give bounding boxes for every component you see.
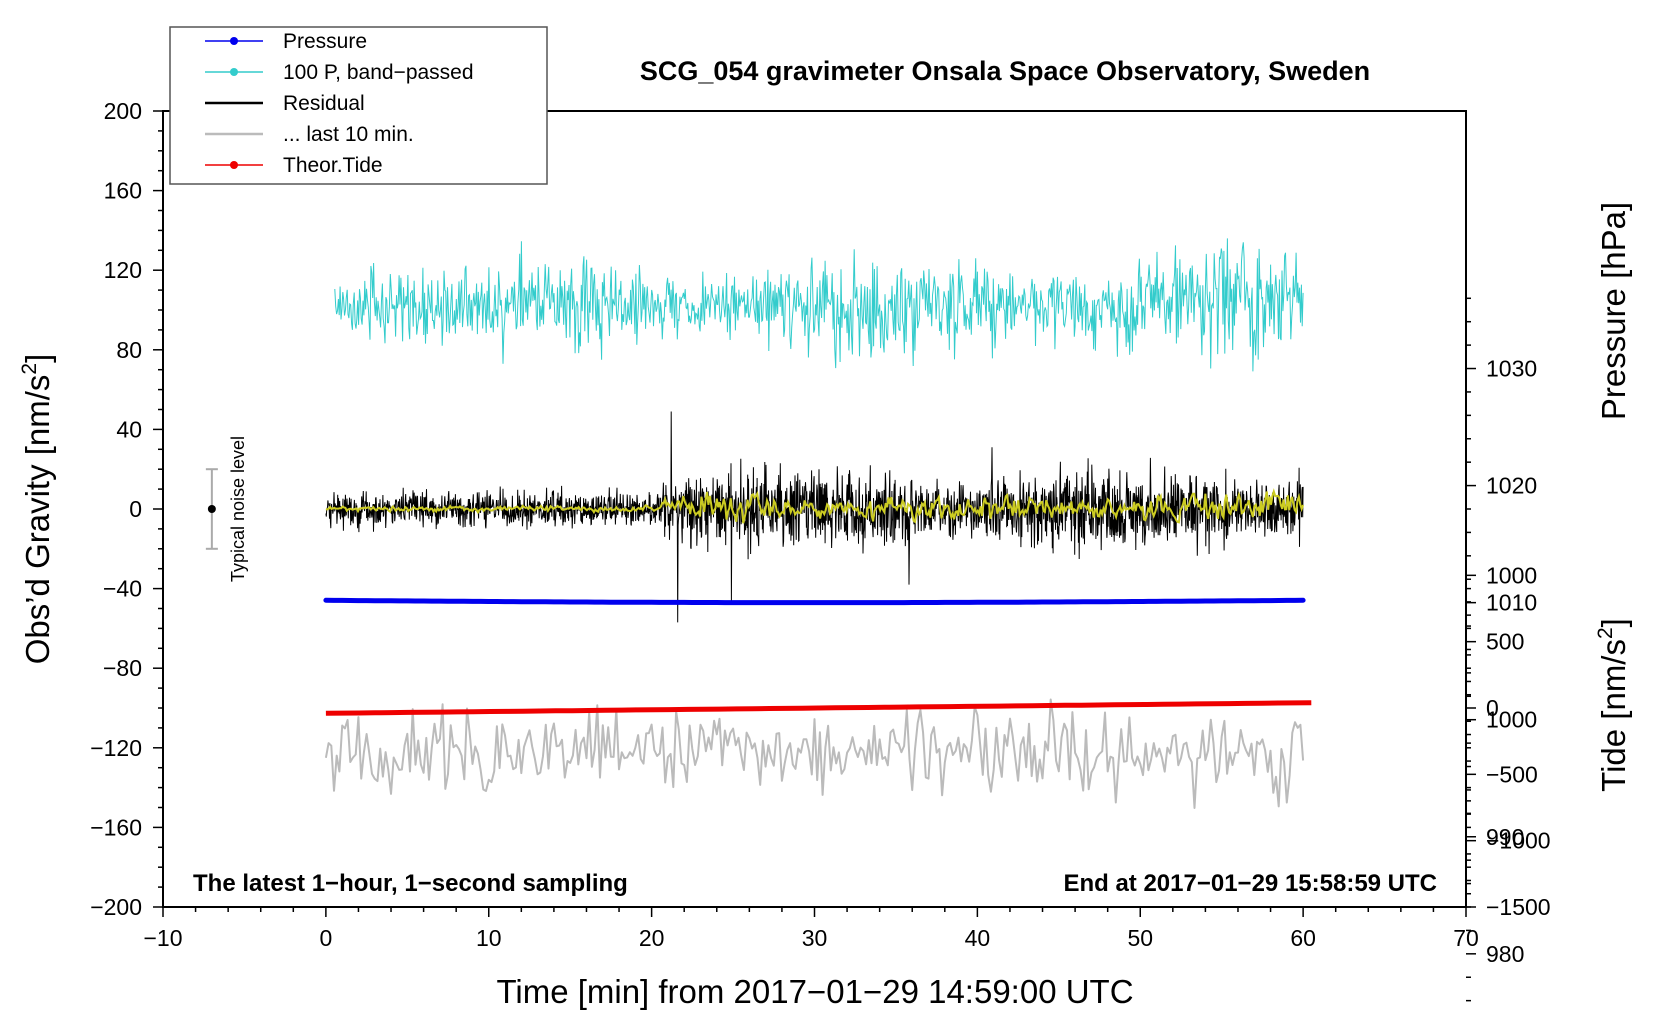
series-theoretical-tide — [325, 700, 1312, 716]
pressure-tick-label: 1030 — [1486, 356, 1537, 382]
y-tick-label: −40 — [103, 576, 142, 602]
x-tick-label: 30 — [802, 925, 828, 951]
y-axis-label-text: Obs’d Gravity [nm/s — [19, 375, 56, 665]
tide-tick-label: 500 — [1486, 629, 1524, 655]
sampling-note: The latest 1−hour, 1−second sampling — [193, 870, 628, 897]
tide-tick-label: 1000 — [1486, 562, 1537, 588]
noise-level-label: Typical noise level — [228, 436, 248, 582]
pressure-tick-label: 1000 — [1486, 707, 1537, 733]
pressure-tick-label: 980 — [1486, 941, 1524, 967]
x-tick-label: 40 — [965, 925, 991, 951]
tide-axis-label-sup: 2 — [1594, 627, 1617, 639]
pressure-tick-label: 1010 — [1486, 590, 1537, 616]
y-tick-label: −160 — [90, 814, 142, 840]
y-axis-label-sup: 2 — [18, 363, 41, 375]
x-tick-label: 60 — [1290, 925, 1316, 951]
tide-tick-label: −1500 — [1486, 894, 1551, 920]
y-axis-label-gravity: Obs’d Gravity [nm/s2] — [18, 354, 56, 665]
x-tick-label: 0 — [319, 925, 332, 951]
pressure-axis-label: Pressure [hPa] — [1595, 202, 1632, 420]
series-residual — [325, 411, 1304, 623]
x-tick-label: −10 — [143, 925, 182, 951]
tide-axis-label-text: Tide [nm/s — [1595, 639, 1632, 792]
legend-label: Pressure — [283, 30, 367, 53]
legend-label: 100 P, band−passed — [283, 61, 474, 84]
tick-labels: −10 0 10 20 30 40 50 60 7020016012080400−40−80−1… — [90, 98, 1550, 967]
pressure-tick-label: 1020 — [1486, 473, 1537, 499]
chart-title: SCG_054 gravimeter Onsala Space Observat… — [640, 56, 1370, 86]
legend-label: Residual — [283, 92, 365, 115]
legend-label: ... last 10 min. — [283, 123, 414, 146]
tide-tick-label: 0 — [1486, 695, 1499, 721]
data-traces — [323, 238, 1312, 809]
series-residual-smoothed — [325, 488, 1305, 524]
series-pressure — [323, 597, 1306, 606]
x-tick-label: 20 — [639, 925, 665, 951]
y-tick-label: 120 — [104, 257, 142, 283]
legend-label: Theor.Tide — [283, 154, 383, 177]
noise-center-dot — [207, 505, 216, 513]
y-tick-label: 0 — [129, 496, 142, 522]
y-tick-label: 80 — [116, 337, 142, 363]
x-tick-label: 50 — [1127, 925, 1153, 951]
legend: Pressure 100 P, band−passed Residual ... la… — [169, 26, 548, 185]
y-tick-label: −200 — [90, 894, 142, 920]
noise-level-indicator — [205, 468, 218, 550]
tide-tick-label: −1000 — [1486, 828, 1551, 854]
x-tick-label: 70 — [1453, 925, 1479, 951]
tide-tick-label: −500 — [1486, 761, 1538, 787]
y-tick-label: 200 — [104, 98, 142, 124]
series-last-10-min — [324, 698, 1305, 809]
pressure-tick-label: 990 — [1486, 824, 1524, 850]
legend-box — [169, 26, 548, 185]
y-tick-label: −80 — [103, 655, 142, 681]
axis-ticks — [153, 110, 1476, 1002]
x-tick-label: 10 — [476, 925, 502, 951]
legend-swatch-marker — [230, 161, 238, 169]
legend-swatch-marker — [230, 37, 238, 45]
tide-axis-label-end: ] — [1595, 618, 1632, 627]
tide-axis-label: Tide [nm/s2] — [1594, 618, 1632, 792]
y-axis-label-end: ] — [19, 354, 56, 363]
end-time-note: End at 2017−01−29 15:58:59 UTC — [1063, 870, 1437, 897]
legend-swatch-marker — [230, 68, 238, 76]
series-bandpassed-pressure — [334, 238, 1304, 372]
y-tick-label: −120 — [90, 735, 142, 761]
y-tick-label: 40 — [116, 416, 142, 442]
y-tick-label: 160 — [104, 178, 142, 204]
x-axis-label: Time [min] from 2017−01−29 14:59:00 UTC — [496, 973, 1133, 1010]
